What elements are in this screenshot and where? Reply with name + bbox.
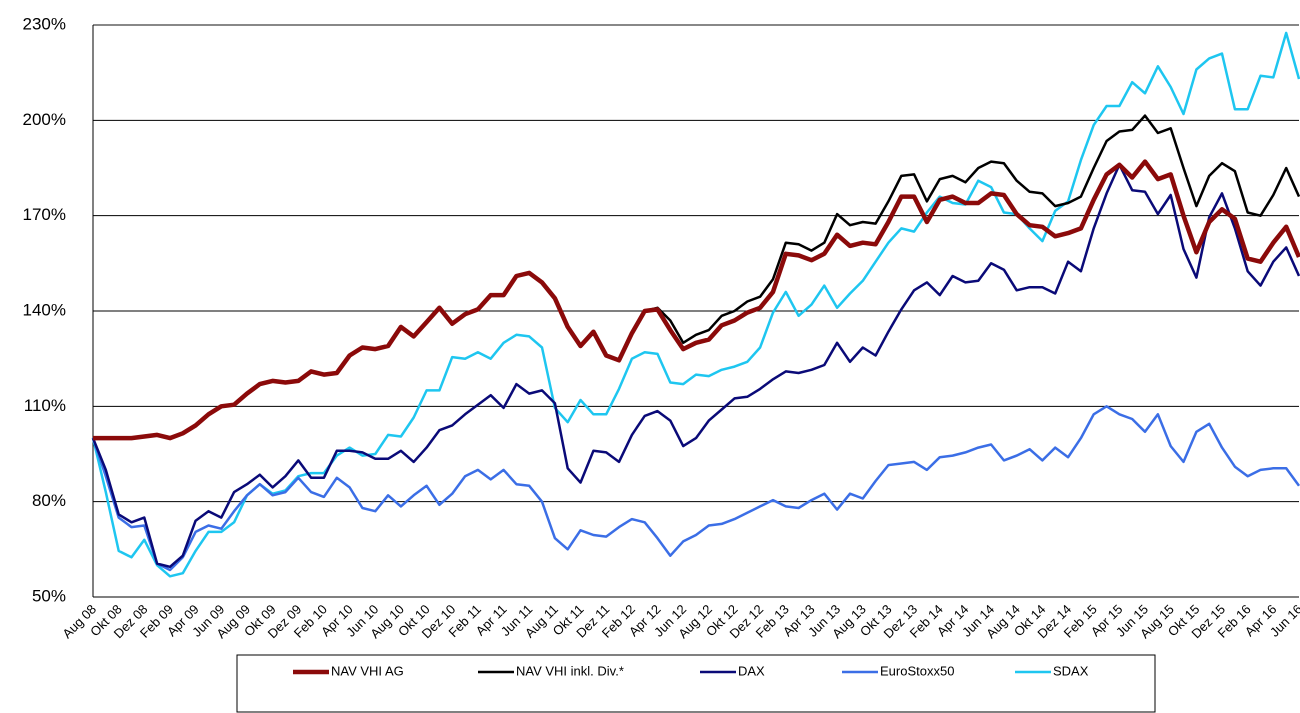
legend-label: SDAX: [1053, 663, 1089, 678]
y-tick-label: 110%: [24, 396, 66, 415]
legend-label: NAV VHI AG: [331, 663, 404, 678]
y-tick-label: 170%: [23, 205, 66, 224]
y-tick-label: 230%: [23, 14, 66, 33]
legend-box: [236, 654, 1156, 713]
series-line: [91, 405, 1300, 572]
legend-label: EuroStoxx50: [880, 663, 954, 678]
series-line: [91, 163, 1300, 569]
legend-label: DAX: [738, 663, 765, 678]
series-line: [93, 159, 1300, 441]
legend-label: NAV VHI inkl. Div.*: [516, 663, 624, 678]
y-tick-label: 140%: [23, 300, 66, 319]
y-tick-label: 200%: [23, 110, 66, 129]
y-tick-label: 50%: [32, 586, 66, 605]
y-tick-label: 80%: [32, 491, 66, 510]
